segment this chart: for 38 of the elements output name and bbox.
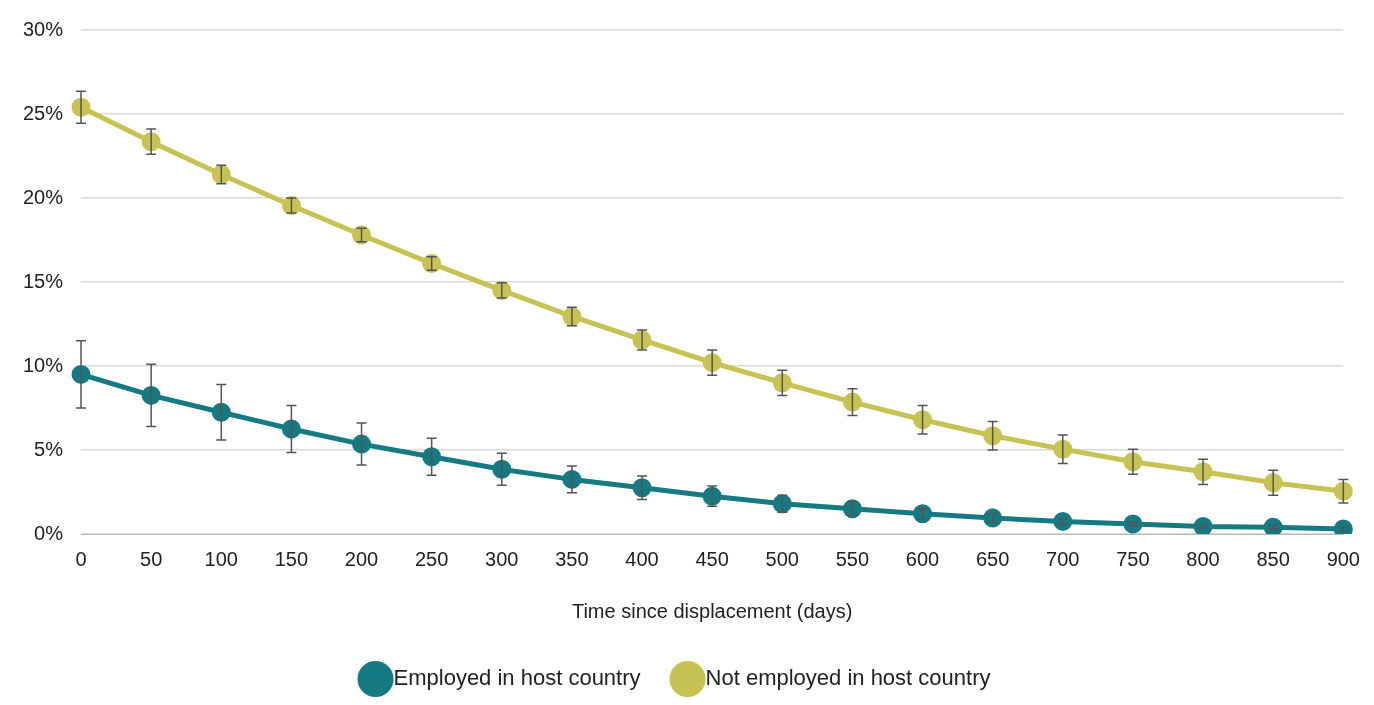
x-tick-label: 850 (1256, 547, 1290, 570)
legend-label: Not employed in host country (705, 665, 991, 691)
point (842, 392, 862, 412)
x-tick-label: 450 (695, 547, 729, 570)
x-tick-label: 150 (274, 547, 309, 570)
x-tick-label: 750 (1116, 547, 1150, 570)
y-tick-label: 30% (23, 17, 64, 40)
point (772, 373, 792, 393)
point (913, 410, 933, 430)
x-tick-label: 350 (555, 547, 589, 570)
point (281, 419, 301, 439)
point (422, 447, 442, 467)
x-tick-label: 0 (75, 547, 87, 570)
legend-label: Employed in host country (393, 665, 641, 691)
x-tick-label: 550 (835, 547, 870, 570)
x-tick-label: 400 (625, 547, 659, 570)
x-tick-label: 50 (140, 547, 163, 570)
x-tick-label: 300 (485, 547, 519, 570)
x-tick-label: 100 (204, 547, 238, 570)
y-tick-label: 0% (34, 521, 64, 544)
y-tick-label: 15% (23, 269, 64, 292)
x-tick-label: 500 (765, 547, 799, 570)
x-tick-label: 600 (905, 547, 940, 570)
y-tick-label: 5% (34, 437, 64, 460)
y-tick-label: 10% (23, 353, 64, 376)
point (352, 434, 372, 454)
point (983, 508, 1003, 528)
x-tick-label: 800 (1186, 547, 1220, 570)
x-tick-label: 250 (414, 547, 449, 570)
x-tick-label: 200 (344, 547, 379, 570)
x-tick-label: 650 (975, 547, 1010, 570)
x-tick-label: 900 (1326, 547, 1360, 570)
x-tick-label: 700 (1046, 547, 1080, 570)
point (211, 402, 231, 422)
y-tick-label: 20% (23, 185, 64, 208)
y-tick-label: 25% (23, 101, 64, 124)
x-axis-title: Time since displacement (days) (571, 599, 853, 622)
point (983, 426, 1003, 446)
